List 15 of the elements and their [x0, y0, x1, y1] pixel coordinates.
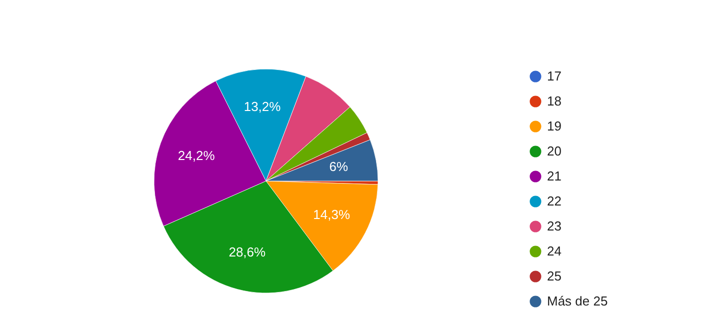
legend-label: 19: [547, 118, 562, 134]
legend-label: 22: [547, 194, 562, 208]
legend-label: 23: [547, 218, 562, 234]
legend-label: 21: [547, 168, 562, 184]
data-label: 6%: [329, 159, 349, 174]
legend-label: 25: [547, 268, 562, 284]
legend-label: 24: [547, 244, 562, 258]
data-label: 14,3%: [313, 207, 350, 222]
legend-label: 17: [547, 68, 562, 84]
data-label: 24,2%: [178, 148, 216, 163]
legend-label: 18: [547, 94, 562, 108]
legend-label: Más de 25: [547, 294, 608, 308]
legend-label: 20: [547, 144, 562, 158]
data-label: 13,2%: [244, 99, 282, 114]
data-label: 28,6%: [228, 244, 266, 260]
